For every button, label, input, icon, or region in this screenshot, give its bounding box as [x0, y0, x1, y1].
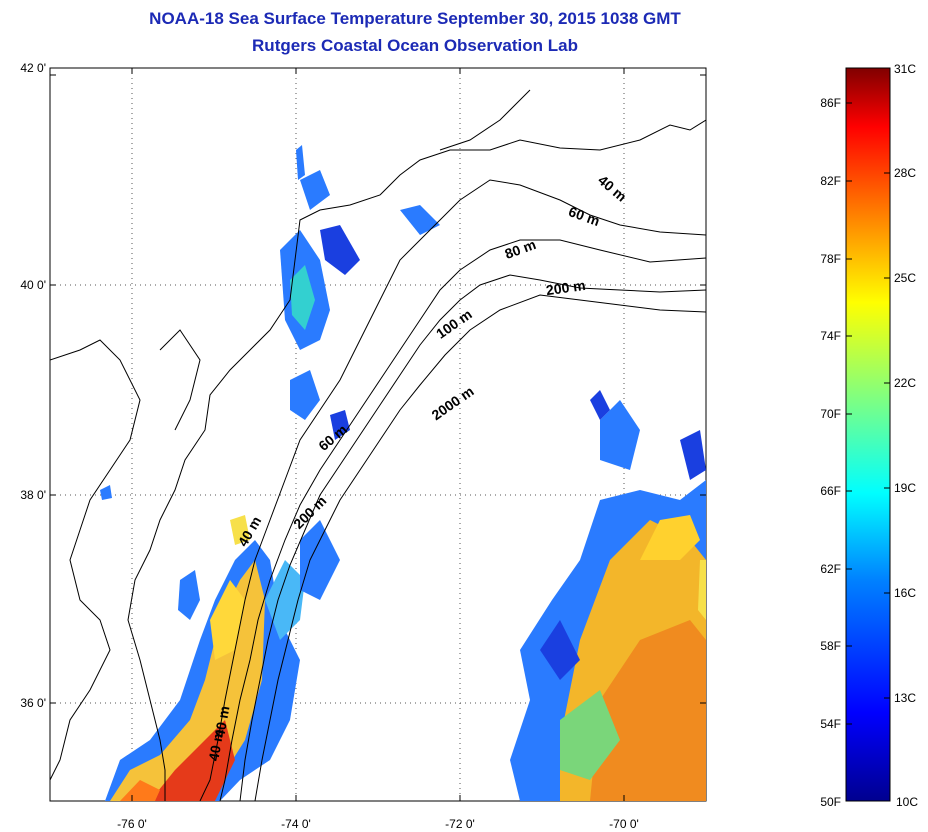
colorbar-f-78: 78F [820, 252, 841, 266]
colorbar [845, 67, 891, 802]
colorbar-f-74: 74F [820, 329, 841, 343]
lon-label-76: -76 0' [117, 817, 147, 831]
lat-label-36: 36 0' [20, 696, 46, 710]
colorbar-f-54: 54F [820, 717, 841, 731]
sst-data-patches [100, 145, 706, 801]
colorbar-c-16: 16C [894, 586, 916, 600]
colorbar-f-86: 86F [820, 96, 841, 110]
colorbar-c-22: 22C [894, 376, 916, 390]
contour-label-40m-south-b: 40 m [205, 728, 226, 762]
contour-label-40m-south-a: 40 m [211, 705, 232, 739]
colorbar-f-70: 70F [820, 407, 841, 421]
colorbar-c-28: 28C [894, 166, 916, 180]
colorbar-c-13: 13C [894, 691, 916, 705]
lon-label-72: -72 0' [445, 817, 475, 831]
colorbar-f-66: 66F [820, 484, 841, 498]
map-title: NOAA-18 Sea Surface Temperature Septembe… [149, 9, 681, 28]
colorbar-c-19: 19C [894, 481, 916, 495]
lon-label-70: -70 0' [609, 817, 639, 831]
lat-label-42: 42 0' [20, 61, 46, 75]
colorbar-ticks [846, 102, 890, 725]
isobaths [199, 179, 706, 801]
colorbar-c-10: 10C [896, 795, 918, 809]
colorbar-f-62: 62F [820, 562, 841, 576]
map-layers: 40 m 60 m 80 m 200 m 100 m 2000 m 60 m 2… [50, 68, 706, 801]
lat-label-38: 38 0' [20, 488, 46, 502]
colorbar-f-82: 82F [820, 174, 841, 188]
lon-label-74: -74 0' [281, 817, 311, 831]
colorbar-c-25: 25C [894, 271, 916, 285]
map-subtitle: Rutgers Coastal Ocean Observation Lab [252, 36, 578, 55]
colorbar-f-58: 58F [820, 639, 841, 653]
lat-label-40: 40 0' [20, 278, 46, 292]
contour-label-200m-north: 200 m [545, 277, 587, 298]
colorbar-f-50: 50F [820, 795, 841, 809]
coastline [127, 119, 706, 801]
axis-ticks [50, 68, 706, 801]
colorbar-c-31: 31C [894, 62, 916, 76]
